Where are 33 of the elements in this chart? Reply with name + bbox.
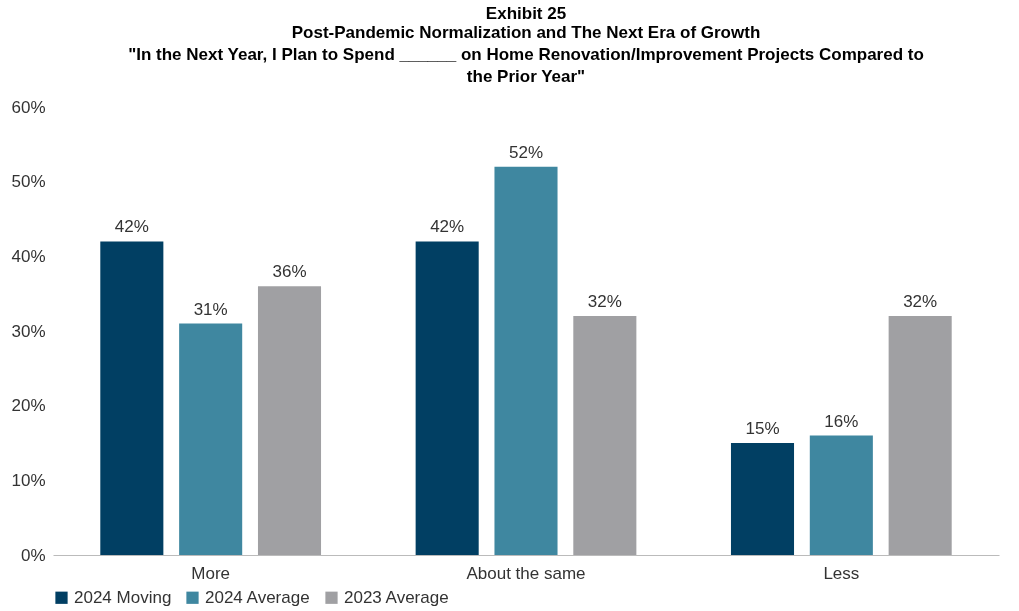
y-tick-label: 40% — [11, 246, 46, 266]
bar — [257, 286, 322, 555]
bar — [888, 316, 952, 555]
y-tick-label: 30% — [11, 321, 46, 341]
bar — [573, 316, 637, 555]
bar — [179, 323, 243, 555]
data-label: 15% — [745, 419, 780, 438]
data-label: 31% — [193, 299, 228, 319]
legend-label: 2023 Average — [344, 587, 449, 607]
chart-subtitle: Post-Pandemic Normalization and The Next Era of Growth "In the Next Year, I Plan to Spend ______ on Home Renovation/Improvement Projects Compared to the Prior Year" — [128, 23, 924, 86]
x-tick-label: About the same — [466, 563, 586, 583]
data-label: 52% — [508, 142, 544, 162]
data-label: 42% — [430, 217, 465, 237]
data-label: 32% — [587, 292, 622, 312]
data-label: 16% — [824, 411, 859, 431]
legend-label: 2024 Average — [205, 587, 310, 607]
bar — [730, 443, 795, 555]
data-label: 42% — [114, 217, 149, 237]
y-tick-label: 10% — [11, 470, 46, 490]
data-label: 32% — [903, 292, 938, 312]
y-tick-label: 60% — [11, 97, 46, 117]
bar — [494, 166, 558, 555]
bar — [809, 435, 873, 555]
legend-label: 2024 Moving — [74, 587, 172, 607]
x-tick-label: Less — [823, 563, 860, 583]
bar — [415, 241, 479, 555]
y-tick-label: 0% — [20, 545, 46, 565]
x-tick-label: More — [191, 563, 231, 583]
y-tick-label: 50% — [11, 172, 46, 192]
bar — [100, 241, 164, 555]
chart-title: Exhibit 25 — [485, 4, 567, 23]
y-tick-label: 20% — [11, 396, 46, 416]
data-label: 36% — [272, 262, 307, 282]
